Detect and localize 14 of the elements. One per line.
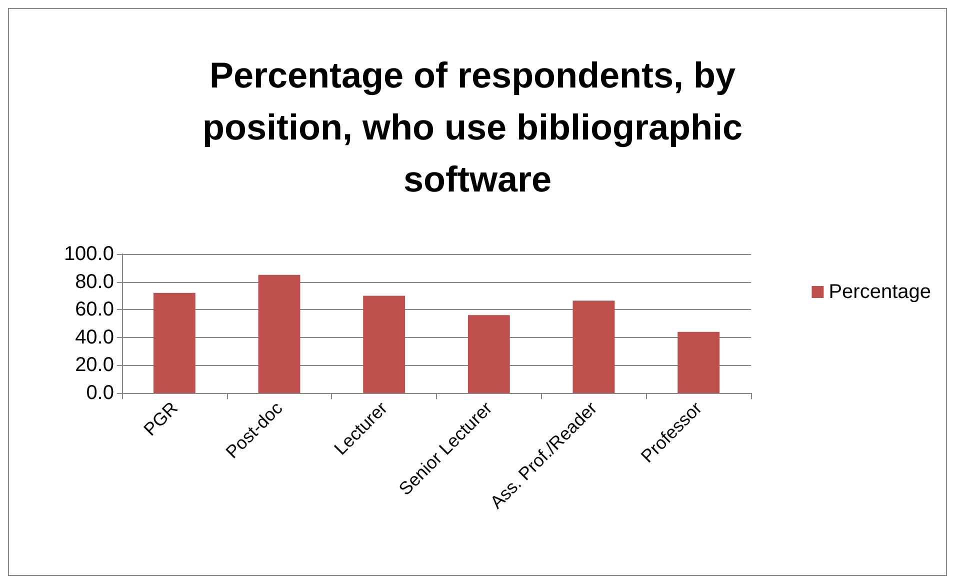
y-tick-label: 40.0 bbox=[75, 326, 114, 348]
bar bbox=[678, 332, 720, 393]
bar bbox=[258, 274, 300, 393]
bar bbox=[468, 315, 510, 393]
y-tick-label: 0.0 bbox=[86, 382, 114, 404]
bar bbox=[153, 292, 196, 393]
bar bbox=[572, 300, 615, 393]
y-tick-label: 60.0 bbox=[75, 298, 114, 321]
y-tick-label: 100.0 bbox=[64, 243, 114, 265]
bar bbox=[363, 296, 406, 393]
legend-label: Percentage bbox=[828, 281, 931, 303]
y-tick-label: 20.0 bbox=[75, 354, 114, 376]
y-tick-label: 80.0 bbox=[75, 270, 114, 293]
chart-title: Percentage of respondents, by position, who use bibliographic software bbox=[202, 54, 753, 200]
